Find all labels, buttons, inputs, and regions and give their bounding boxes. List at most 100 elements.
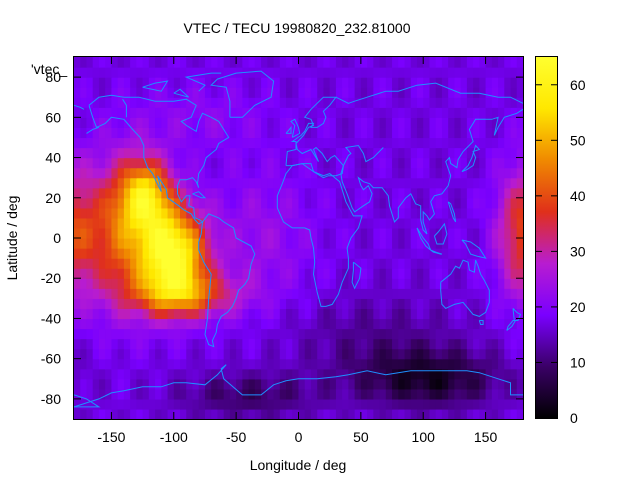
heatmap-cell (392, 378, 399, 390)
heatmap-cell (298, 67, 306, 78)
heatmap-cell (441, 157, 449, 169)
heatmap-cell (155, 278, 162, 289)
heatmap-cell (136, 368, 144, 380)
heatmap-cell (392, 137, 399, 149)
heatmap-cell (429, 298, 437, 309)
heatmap-cell (267, 408, 275, 420)
heatmap-cell (273, 258, 281, 269)
heatmap-cell (392, 358, 399, 370)
heatmap-cell (423, 117, 431, 128)
heatmap-cell (130, 117, 137, 128)
heatmap-cell (479, 398, 487, 410)
heatmap-cell (473, 227, 480, 239)
heatmap-cell (161, 238, 169, 249)
heatmap-cell (360, 147, 368, 159)
heatmap-cell (516, 298, 524, 309)
heatmap-cell (254, 388, 262, 400)
heatmap-cell (510, 408, 518, 420)
heatmap-cell (111, 127, 119, 139)
heatmap-cell (310, 67, 318, 78)
heatmap-cell (454, 238, 462, 249)
heatmap-cell (335, 87, 343, 98)
heatmap-cell (86, 388, 94, 400)
heatmap-cell (423, 338, 431, 350)
heatmap-cell (323, 197, 331, 209)
heatmap-cell (416, 217, 424, 229)
heatmap-cell (429, 328, 437, 340)
heatmap-cell (304, 167, 312, 179)
heatmap-cell (498, 278, 505, 289)
heatmap-cell (117, 197, 125, 209)
heatmap-cell (167, 368, 175, 380)
heatmap-cell (379, 308, 387, 320)
heatmap-cell (248, 278, 256, 289)
heatmap-cell (354, 318, 362, 330)
heatmap-cell (86, 278, 94, 289)
heatmap-cell (173, 398, 181, 410)
heatmap-cell (267, 117, 275, 128)
heatmap-cell (454, 388, 462, 400)
colorbar-tick-label: 60 (570, 77, 586, 93)
heatmap-cell (123, 147, 131, 159)
heatmap-cell (92, 238, 100, 249)
heatmap-cell (410, 117, 418, 128)
heatmap-cell (329, 157, 337, 169)
heatmap-cell (254, 268, 262, 279)
heatmap-cell (123, 378, 131, 390)
heatmap-cell (74, 127, 81, 139)
heatmap-cell (485, 318, 493, 330)
heatmap-cell (155, 97, 162, 108)
heatmap-cell (516, 338, 524, 350)
heatmap-cell (292, 77, 300, 88)
heatmap-cell (198, 318, 206, 330)
heatmap-cell (342, 288, 349, 299)
heatmap-cell (429, 77, 437, 88)
heatmap-cell (180, 167, 187, 179)
heatmap-cell (211, 298, 219, 309)
heatmap-cell (360, 298, 368, 309)
heatmap-cell (105, 137, 113, 149)
heatmap-cell (242, 157, 250, 169)
heatmap-cell (354, 268, 362, 279)
heatmap-cell (142, 368, 150, 380)
heatmap-cell (304, 318, 312, 330)
heatmap-cell (204, 57, 212, 68)
heatmap-cell (379, 137, 387, 149)
colorbar-tick-label: 50 (570, 132, 586, 148)
heatmap-cell (429, 67, 437, 78)
coastline (506, 320, 517, 331)
heatmap-cell (379, 127, 387, 139)
heatmap-cell (267, 167, 275, 179)
heatmap-cell (98, 207, 106, 219)
heatmap-cell (385, 278, 393, 289)
x-axis: -150 -100 -50 0 50 100 150 (97, 57, 497, 445)
heatmap-cell (236, 308, 243, 320)
heatmap-cell (460, 388, 468, 400)
heatmap-cell (136, 207, 144, 219)
heatmap-cell (323, 338, 331, 350)
heatmap-cell (148, 328, 156, 340)
heatmap-cell (373, 318, 381, 330)
heatmap-cell (105, 77, 113, 88)
heatmap-cell (473, 117, 480, 128)
heatmap-cell (385, 67, 393, 78)
heatmap-cell (236, 398, 243, 410)
heatmap-cell (441, 187, 449, 199)
coastline (285, 126, 292, 134)
heatmap-cell (510, 177, 518, 189)
heatmap-cell (373, 227, 381, 239)
heatmap-cell (92, 358, 100, 370)
heatmap-cell (448, 187, 456, 199)
heatmap-cell (398, 147, 406, 159)
heatmap-cell (510, 338, 518, 350)
heatmap-cell (74, 288, 81, 299)
heatmap-cell (410, 97, 418, 108)
heatmap-cell (286, 77, 293, 88)
heatmap-cell (204, 187, 212, 199)
heatmap-cell (192, 147, 200, 159)
heatmap-cell (373, 97, 381, 108)
heatmap-cell (423, 87, 431, 98)
heatmap-cell (192, 288, 200, 299)
heatmap-cell (279, 107, 287, 118)
heatmap-cell (367, 368, 374, 380)
